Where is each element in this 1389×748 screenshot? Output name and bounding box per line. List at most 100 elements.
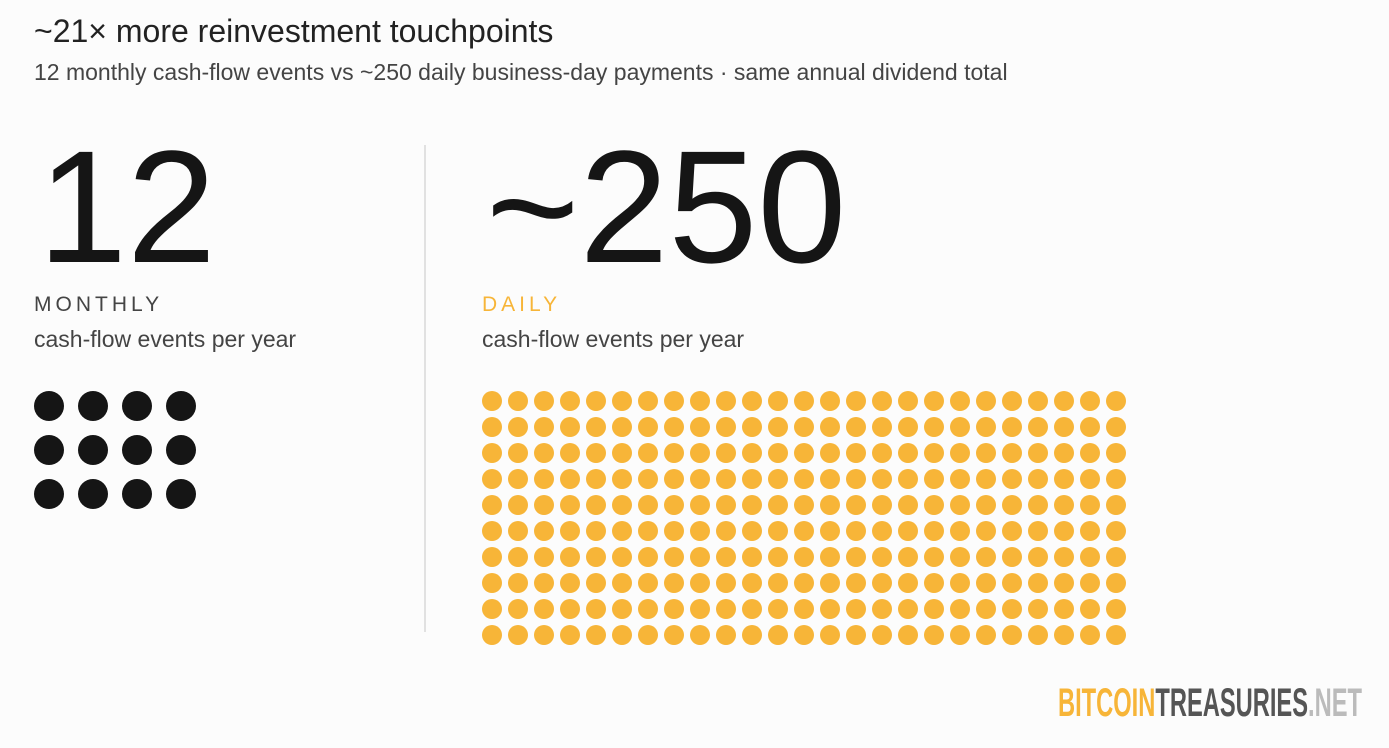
dot xyxy=(872,625,892,645)
dot xyxy=(1002,495,1022,515)
dot xyxy=(716,417,736,437)
dot xyxy=(976,495,996,515)
dot xyxy=(638,391,658,411)
dot xyxy=(950,417,970,437)
dot xyxy=(586,391,606,411)
dot xyxy=(1106,547,1126,567)
dot xyxy=(742,495,762,515)
dot xyxy=(612,469,632,489)
dot xyxy=(586,443,606,463)
dot xyxy=(846,443,866,463)
dot xyxy=(794,573,814,593)
dot xyxy=(534,417,554,437)
dot xyxy=(560,443,580,463)
dot xyxy=(924,573,944,593)
dot xyxy=(612,443,632,463)
dot xyxy=(534,391,554,411)
dot xyxy=(586,599,606,619)
dot xyxy=(898,573,918,593)
dot xyxy=(1028,443,1048,463)
dot xyxy=(34,479,64,509)
title: ~21× more reinvestment touchpoints xyxy=(34,13,553,49)
dot xyxy=(742,391,762,411)
dot xyxy=(846,391,866,411)
dot xyxy=(1028,573,1048,593)
dot xyxy=(924,495,944,515)
dot xyxy=(612,521,632,541)
dot xyxy=(534,573,554,593)
dot xyxy=(638,547,658,567)
dot xyxy=(1080,625,1100,645)
dot xyxy=(950,625,970,645)
dot xyxy=(1054,391,1074,411)
dot xyxy=(664,547,684,567)
dot xyxy=(924,547,944,567)
dot xyxy=(794,599,814,619)
dot xyxy=(638,625,658,645)
dot xyxy=(820,573,840,593)
dot xyxy=(742,547,762,567)
dot xyxy=(794,495,814,515)
dot xyxy=(1028,599,1048,619)
dot xyxy=(664,469,684,489)
dot xyxy=(898,625,918,645)
dot xyxy=(1080,547,1100,567)
dot xyxy=(534,521,554,541)
dot xyxy=(976,625,996,645)
dot xyxy=(664,443,684,463)
dot xyxy=(924,521,944,541)
dot xyxy=(508,495,528,515)
dot xyxy=(1106,573,1126,593)
dot xyxy=(924,417,944,437)
dot xyxy=(122,435,152,465)
dot xyxy=(1080,495,1100,515)
dot xyxy=(794,625,814,645)
dot xyxy=(846,495,866,515)
dot xyxy=(872,443,892,463)
dot xyxy=(612,599,632,619)
dot xyxy=(768,469,788,489)
dot xyxy=(78,435,108,465)
caption: cash-flow events per year xyxy=(482,326,744,352)
dot xyxy=(768,391,788,411)
dot xyxy=(1002,521,1022,541)
dot xyxy=(976,469,996,489)
dot xyxy=(1002,599,1022,619)
dot xyxy=(950,391,970,411)
dot xyxy=(846,625,866,645)
dot xyxy=(586,469,606,489)
dot xyxy=(690,521,710,541)
dot xyxy=(872,599,892,619)
dot xyxy=(586,495,606,515)
dot xyxy=(560,599,580,619)
dot xyxy=(846,469,866,489)
dot xyxy=(638,469,658,489)
dot xyxy=(716,547,736,567)
dot xyxy=(560,391,580,411)
dot xyxy=(1002,391,1022,411)
dot xyxy=(586,417,606,437)
dot xyxy=(560,547,580,567)
dot xyxy=(742,521,762,541)
dot xyxy=(508,391,528,411)
dot xyxy=(612,625,632,645)
dot xyxy=(924,443,944,463)
dot xyxy=(976,547,996,567)
logo-part: .NET xyxy=(1308,681,1362,725)
dot xyxy=(1080,469,1100,489)
dot xyxy=(768,625,788,645)
dot xyxy=(976,573,996,593)
dot xyxy=(1080,443,1100,463)
dot xyxy=(34,391,64,421)
dot xyxy=(716,443,736,463)
dot xyxy=(1080,521,1100,541)
dot xyxy=(976,391,996,411)
dot xyxy=(924,599,944,619)
dot xyxy=(1054,417,1074,437)
dot xyxy=(482,599,502,619)
dot xyxy=(898,417,918,437)
dot xyxy=(482,391,502,411)
dot xyxy=(638,521,658,541)
dot xyxy=(482,495,502,515)
